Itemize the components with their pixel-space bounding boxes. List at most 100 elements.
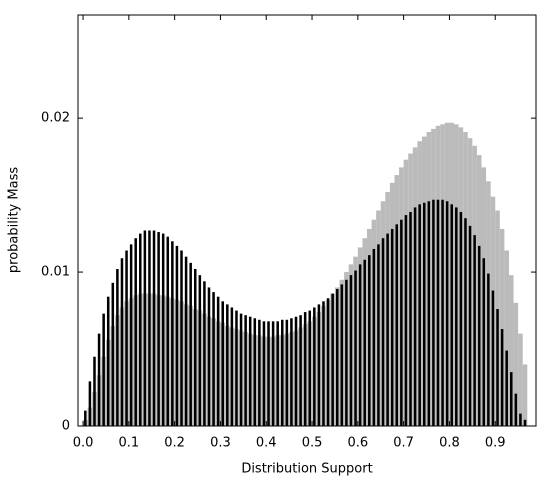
bar (510, 372, 513, 426)
y-tick-label: 0 (62, 419, 70, 434)
bar (514, 393, 518, 426)
bar (436, 199, 440, 426)
bar (496, 309, 499, 426)
x-tick-label: 0.5 (302, 436, 323, 451)
bar (221, 301, 224, 426)
bar (505, 350, 508, 426)
bar (322, 301, 325, 426)
bar (303, 312, 307, 426)
bar (216, 296, 220, 426)
x-tick-label: 0.4 (256, 436, 277, 451)
bar (230, 307, 234, 426)
bar (377, 244, 380, 426)
bar (253, 318, 257, 426)
bar (400, 219, 403, 426)
bar (84, 410, 87, 426)
bar (313, 307, 316, 426)
bar (285, 319, 289, 426)
x-tick-label: 0.0 (73, 436, 94, 451)
bar (418, 204, 421, 426)
bar (106, 296, 110, 426)
bar (244, 315, 247, 426)
bar (354, 270, 357, 426)
bar (372, 248, 376, 426)
bar (487, 273, 490, 426)
bar (207, 287, 211, 426)
bar (381, 238, 385, 426)
bar (390, 228, 394, 426)
bar (175, 245, 179, 426)
bar (276, 321, 279, 426)
y-axis-label: probability Mass (7, 167, 22, 273)
bar (345, 279, 348, 426)
x-tick-label: 0.7 (393, 436, 414, 451)
bar (340, 284, 344, 426)
bar (239, 313, 243, 426)
bar (363, 259, 366, 426)
bar (522, 364, 528, 426)
y-tick-label: 0.01 (41, 265, 70, 280)
bar (294, 316, 298, 426)
bar (386, 233, 389, 426)
bar (455, 207, 458, 426)
bar (299, 315, 302, 426)
bar (258, 319, 261, 426)
bar (368, 255, 371, 426)
bar (513, 302, 519, 426)
bar (468, 225, 472, 426)
bar (198, 275, 202, 426)
bar (508, 275, 514, 426)
bar (226, 304, 229, 426)
bar (331, 293, 334, 426)
bar (139, 233, 142, 426)
bar (518, 333, 523, 426)
bar (262, 321, 266, 426)
bar (152, 230, 156, 426)
bar (111, 282, 115, 426)
bar (157, 232, 160, 426)
bar (290, 318, 293, 426)
bar (125, 250, 128, 426)
axes-frame (77, 14, 537, 427)
x-tick-label: 0.8 (439, 436, 460, 451)
bar (427, 201, 431, 426)
bar (409, 212, 412, 426)
bar (193, 268, 197, 426)
bar (519, 413, 522, 426)
bar (441, 199, 444, 426)
bar (326, 298, 330, 426)
x-tick-label: 0.3 (210, 436, 231, 451)
bar (450, 204, 453, 426)
bar (203, 281, 206, 426)
bar (477, 245, 481, 426)
bar (102, 313, 105, 426)
bar (358, 264, 362, 426)
bar (161, 233, 165, 426)
bar (335, 289, 339, 426)
bar (491, 290, 495, 426)
bar (116, 268, 119, 426)
x-tick-label: 0.2 (164, 436, 185, 451)
bar (459, 212, 463, 426)
bar (171, 241, 174, 426)
bar (271, 321, 275, 426)
bar (120, 258, 124, 426)
bar (349, 275, 353, 426)
bar (148, 230, 151, 426)
bar (235, 310, 238, 426)
bar (523, 419, 527, 426)
bar (445, 201, 449, 426)
bar (281, 319, 284, 426)
bar (473, 235, 476, 426)
bar (432, 199, 435, 426)
x-tick-label: 0.6 (347, 436, 368, 451)
bar (422, 202, 426, 426)
y-tick-label: 0.02 (41, 111, 70, 126)
bar (267, 321, 270, 426)
bar (248, 316, 252, 426)
bar (143, 230, 147, 426)
bar (129, 244, 133, 426)
bar (134, 238, 137, 426)
bar (212, 292, 215, 426)
bar (504, 250, 509, 426)
